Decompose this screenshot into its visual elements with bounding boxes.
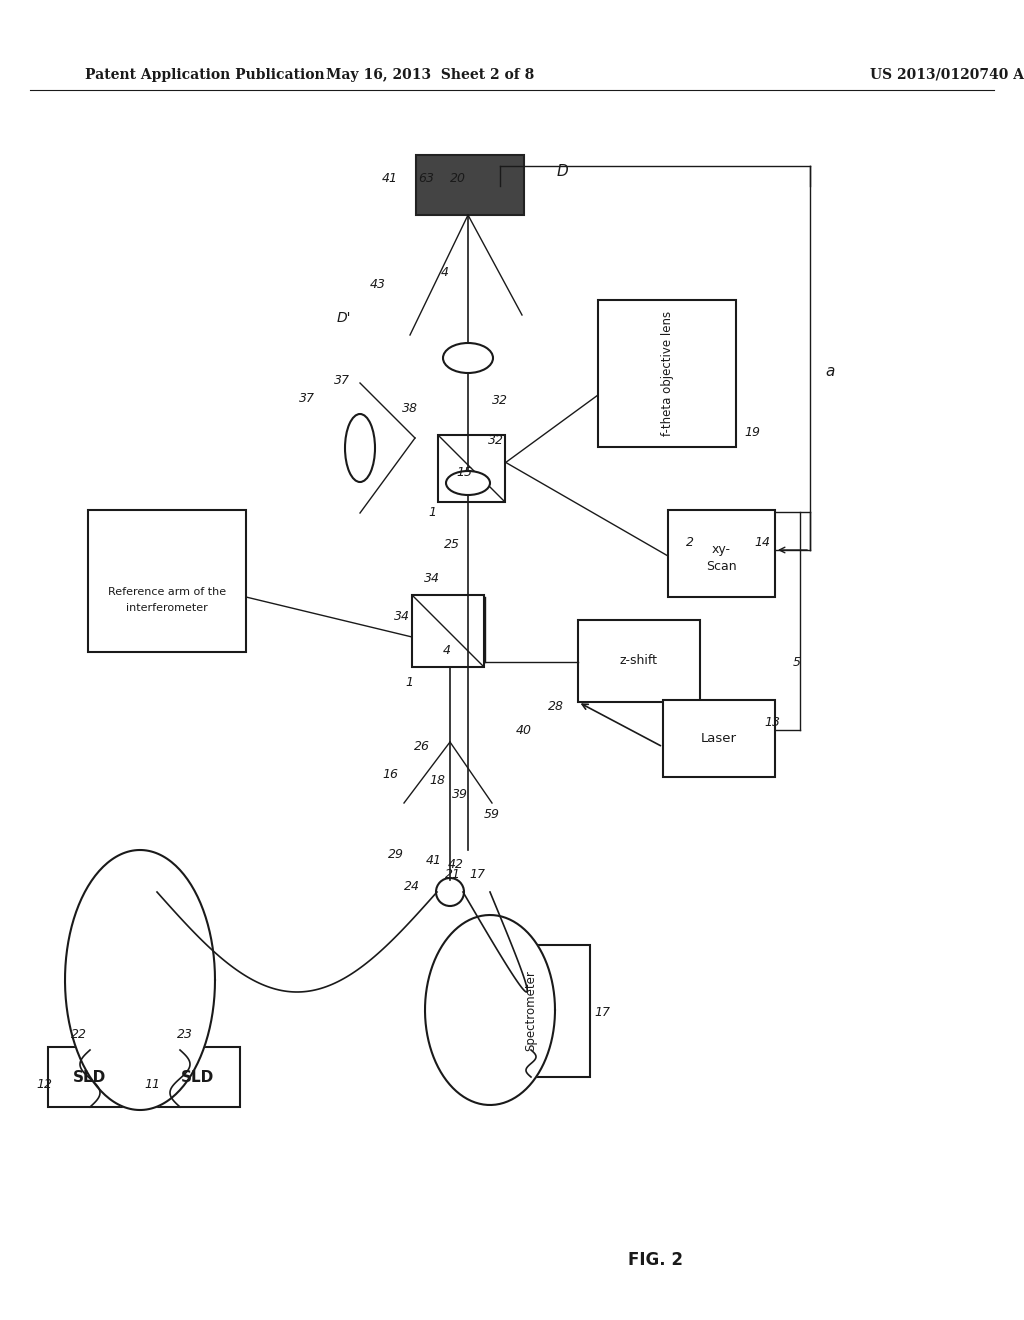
Text: 15: 15 [456, 466, 472, 479]
Text: Patent Application Publication: Patent Application Publication [85, 69, 325, 82]
Text: 14: 14 [754, 536, 770, 549]
Text: 25: 25 [444, 537, 460, 550]
Text: 4: 4 [443, 644, 451, 656]
Text: 16: 16 [382, 768, 398, 781]
Text: 17: 17 [594, 1006, 610, 1019]
Text: D: D [556, 165, 568, 180]
Text: 4: 4 [441, 265, 449, 279]
Text: 32: 32 [488, 433, 504, 446]
Text: Laser: Laser [701, 731, 737, 744]
Text: 26: 26 [414, 741, 430, 754]
Text: 37: 37 [299, 392, 315, 404]
Text: 59: 59 [484, 808, 500, 821]
Text: 1: 1 [428, 506, 436, 519]
Text: 22: 22 [71, 1027, 87, 1040]
Ellipse shape [446, 471, 490, 495]
Text: 41: 41 [382, 172, 398, 185]
Bar [473, 945, 590, 1077]
Text: 37: 37 [334, 374, 350, 387]
Text: xy-: xy- [712, 543, 730, 556]
Text: Scan: Scan [706, 560, 736, 573]
Text: 28: 28 [548, 701, 564, 714]
Ellipse shape [345, 414, 375, 482]
Bar [578, 620, 700, 702]
Text: 1: 1 [406, 676, 413, 689]
Text: interferometer: interferometer [126, 603, 208, 612]
Text: 38: 38 [402, 401, 418, 414]
Text: FIG. 2: FIG. 2 [628, 1251, 683, 1269]
Bar [156, 1047, 240, 1107]
Text: 41: 41 [426, 854, 442, 866]
Bar [48, 1047, 132, 1107]
Text: 11: 11 [144, 1077, 160, 1090]
Text: US 2013/0120740 A1: US 2013/0120740 A1 [870, 69, 1024, 82]
Text: a: a [825, 364, 835, 380]
Text: 13: 13 [764, 715, 780, 729]
Text: 29: 29 [388, 849, 404, 862]
Text: May 16, 2013  Sheet 2 of 8: May 16, 2013 Sheet 2 of 8 [326, 69, 535, 82]
Text: 2: 2 [686, 536, 694, 549]
Text: 20: 20 [450, 172, 466, 185]
Text: 18: 18 [429, 774, 445, 787]
Text: SLD: SLD [181, 1069, 215, 1085]
Text: 39: 39 [452, 788, 468, 801]
Text: 17: 17 [469, 867, 485, 880]
Text: 34: 34 [424, 573, 440, 586]
Text: D': D' [337, 312, 351, 325]
Polygon shape [65, 850, 215, 1110]
Text: 12: 12 [36, 1077, 52, 1090]
Polygon shape [425, 915, 555, 1105]
Text: 24: 24 [404, 880, 420, 894]
Text: 21: 21 [445, 869, 461, 882]
Text: 32: 32 [492, 393, 508, 407]
Text: Spectrometer: Spectrometer [524, 970, 538, 1052]
Bar [438, 436, 505, 502]
Bar [598, 300, 736, 447]
Bar [412, 595, 484, 667]
Bar [416, 154, 524, 215]
Text: 23: 23 [177, 1027, 193, 1040]
Text: 40: 40 [516, 723, 532, 737]
Text: 42: 42 [449, 858, 464, 871]
Bar [88, 510, 246, 652]
Bar [668, 510, 775, 597]
Text: 34: 34 [394, 610, 410, 623]
Text: SLD: SLD [74, 1069, 106, 1085]
Text: 63: 63 [418, 172, 434, 185]
Ellipse shape [443, 343, 493, 374]
Text: 5: 5 [793, 656, 801, 668]
Text: 43: 43 [370, 279, 386, 292]
Bar [663, 700, 775, 777]
Text: z-shift: z-shift [620, 655, 658, 668]
Text: Reference arm of the: Reference arm of the [108, 587, 226, 597]
Text: f-theta objective lens: f-theta objective lens [660, 310, 674, 436]
Text: 19: 19 [744, 425, 760, 438]
